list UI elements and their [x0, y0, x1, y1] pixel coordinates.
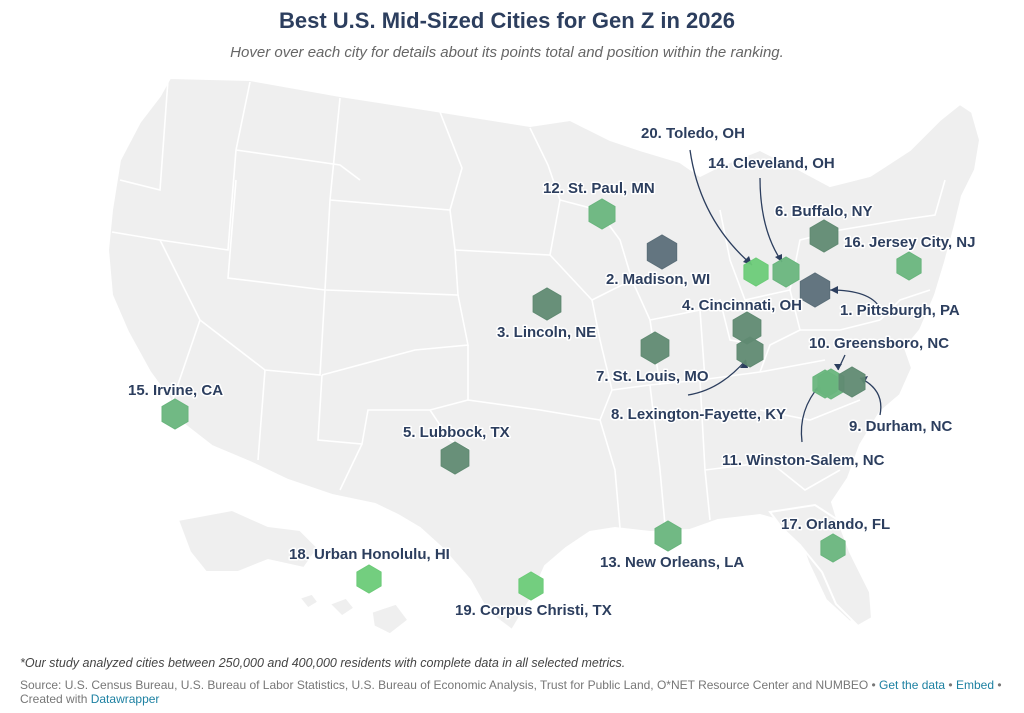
city-label-4: 4. Cincinnati, OH [682, 297, 802, 314]
city-label-10: 10. Greensboro, NC [809, 335, 949, 352]
city-marker-13[interactable] [654, 520, 682, 552]
city-marker-7[interactable] [640, 331, 670, 365]
city-marker-14[interactable] [772, 256, 800, 288]
city-markers [161, 198, 922, 601]
city-label-7: 7. St. Louis, MO [596, 368, 709, 385]
arrow-cleveland [759, 177, 783, 263]
source-line: Source: U.S. Census Bureau, U.S. Bureau … [20, 678, 1002, 706]
hawaii-shape [298, 593, 410, 635]
city-marker-3[interactable] [532, 287, 562, 321]
city-label-9: 9. Durham, NC [849, 418, 953, 435]
city-label-2: 2. Madison, WI [606, 271, 710, 288]
city-label-1: 1. Pittsburgh, PA [840, 302, 960, 319]
city-marker-2[interactable] [646, 234, 678, 270]
city-marker-16[interactable] [896, 251, 922, 281]
city-marker-1[interactable] [799, 272, 831, 308]
florida-shape [768, 503, 874, 628]
arrow-lexington [687, 359, 747, 396]
get-data-link[interactable]: Get the data [879, 678, 946, 692]
city-marker-18[interactable] [356, 564, 382, 594]
city-label-19: 19. Corpus Christi, TX [455, 602, 612, 619]
city-marker-12[interactable] [588, 198, 616, 230]
datawrapper-link[interactable]: Datawrapper [90, 692, 160, 706]
page-subtitle: Hover over each city for details about i… [230, 44, 784, 61]
city-label-14: 14. Cleveland, OH [708, 155, 835, 172]
map-land [106, 76, 982, 635]
city-marker-19[interactable] [518, 571, 544, 601]
city-label-13: 13. New Orleans, LA [600, 554, 744, 571]
created-with-text: Created with [20, 692, 88, 706]
city-marker-9[interactable] [838, 366, 866, 398]
city-label-15: 15. Irvine, CA [128, 382, 223, 399]
city-marker-4[interactable] [732, 311, 762, 345]
city-label-8: 8. Lexington-Fayette, KY [611, 406, 786, 423]
footnote: *Our study analyzed cities between 250,0… [20, 656, 626, 670]
embed-link[interactable]: Embed [955, 678, 994, 692]
city-label-17: 17. Orlando, FL [781, 516, 890, 533]
city-label-20: 20. Toledo, OH [641, 125, 745, 142]
page-title: Best U.S. Mid-Sized Cities for Gen Z in … [279, 8, 735, 33]
city-label-18: 18. Urban Honolulu, HI [289, 546, 450, 563]
city-marker-20[interactable] [743, 257, 769, 287]
city-labels: 1. Pittsburgh, PA 2. Madison, WI 3. Lincol… [127, 124, 977, 621]
arrow-toledo [689, 149, 753, 266]
city-marker-5[interactable] [440, 441, 470, 475]
city-marker-15[interactable] [161, 398, 189, 430]
city-label-3: 3. Lincoln, NE [497, 324, 596, 341]
city-marker-17[interactable] [820, 533, 846, 563]
state-borders [111, 79, 946, 529]
city-marker-6[interactable] [809, 219, 839, 253]
city-label-16: 16. Jersey City, NJ [844, 234, 975, 251]
city-label-12: 12. St. Paul, MN [543, 180, 655, 197]
source-text: Source: U.S. Census Bureau, U.S. Bureau … [20, 678, 869, 692]
city-marker-8[interactable] [736, 336, 764, 368]
alaska-shape [176, 508, 320, 573]
city-label-5: 5. Lubbock, TX [403, 424, 510, 441]
city-label-6: 6. Buffalo, NY [775, 203, 873, 220]
city-label-11: 11. Winston-Salem, NC [722, 452, 885, 469]
